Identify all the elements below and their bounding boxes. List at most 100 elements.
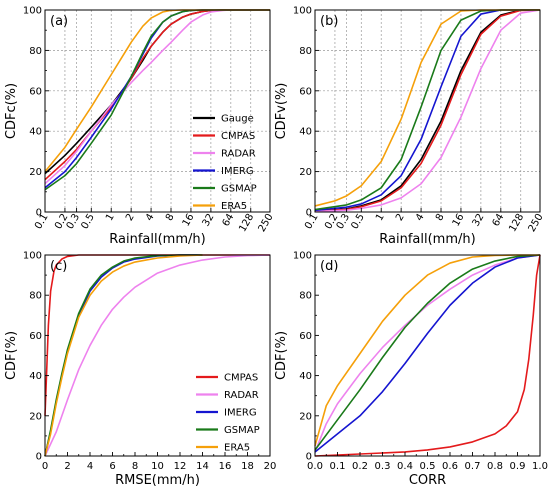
series-line-gauge	[314, 9, 540, 212]
series-line-gsmap	[44, 9, 270, 191]
x-axis-label: Rainfall(mm/h)	[109, 232, 205, 247]
panel-label: (b)	[320, 14, 338, 29]
series-line-gsmap	[44, 254, 203, 457]
legend: Gauge CMPAS RADAR IMERG GSMAP ERA5	[193, 114, 257, 212]
x-tick-label: 0.0	[307, 461, 323, 472]
series-line-radar	[44, 9, 270, 185]
series-line-cmpas	[314, 254, 541, 457]
x-tick-label: 2	[124, 212, 137, 223]
x-tick-label: 0	[42, 461, 48, 472]
legend-label-gsmap: GSMAP	[221, 184, 257, 195]
legend: CMPAS RADAR IMERG GSMAP ERA5	[196, 373, 260, 454]
x-tick-label: 0.5	[79, 212, 96, 231]
y-tick-label: 20	[29, 411, 42, 422]
series-line-cmpas	[314, 9, 541, 212]
panel-label: (d)	[320, 259, 338, 274]
x-tick-label: 1.0	[532, 461, 548, 472]
y-tick-label: 100	[23, 6, 42, 17]
legend-label-imerg: IMERG	[221, 166, 254, 177]
x-tick-label: 16	[181, 212, 197, 229]
panel-a: 0.1 0.20.30.5 1 2 4 8 16 32 64 128 250020406080100…	[4, 6, 276, 248]
x-tick-label: 64	[491, 212, 507, 229]
series-line-imerg	[44, 254, 203, 457]
legend-label-cmpas: CMPAS	[224, 373, 258, 384]
y-tick-label: 40	[29, 127, 42, 138]
y-tick-label: 0	[306, 208, 312, 219]
x-tick-label: 0.4	[397, 461, 413, 472]
legend-label-radar: RADAR	[221, 149, 256, 160]
series-line-radar	[314, 254, 541, 453]
series-line-era5	[44, 254, 203, 457]
x-tick-label: 1	[104, 212, 117, 223]
series-line-gsmap	[314, 9, 540, 211]
x-tick-label: 32	[471, 212, 487, 229]
series-line-imerg	[314, 254, 541, 453]
x-tick-label: 0.3	[375, 461, 391, 472]
x-tick-label: 32	[201, 212, 217, 229]
legend-label-cmpas: CMPAS	[221, 131, 255, 142]
x-tick-label: 0.5	[420, 461, 436, 472]
x-tick-label: 250	[527, 212, 546, 234]
y-tick-label: 20	[29, 167, 42, 178]
x-tick-label: 2	[394, 212, 407, 223]
y-tick-label: 20	[299, 411, 312, 422]
panel-c: 0 2 4 6 8 10 12 14 16 18 20 0 20 40 60 80 100 RMSE(mm/h) C…	[4, 251, 276, 488]
x-tick-label: 4	[87, 461, 93, 472]
y-tick-label: 80	[299, 291, 312, 302]
x-tick-label: 0.3	[335, 212, 352, 231]
x-tick-label: 128	[237, 212, 256, 234]
panel-d: 0.0 0.1 0.2 0.3 0.4 0.5 0.6 0.7 0.8 0.9 1.0 0 20 40 60…	[274, 251, 548, 488]
x-tick-label: 12	[174, 461, 187, 472]
series-line-radar	[44, 254, 271, 457]
x-tick-label: 8	[434, 212, 447, 223]
y-tick-label: 60	[29, 331, 42, 342]
y-tick-label: 40	[29, 371, 42, 382]
x-tick-label: 0.9	[510, 461, 526, 472]
x-tick-label: 2	[64, 461, 70, 472]
legend-label-imerg: IMERG	[224, 408, 257, 419]
x-tick-label: 0.8	[487, 461, 503, 472]
y-tick-label: 0	[36, 208, 42, 219]
x-tick-label: 0.3	[65, 212, 82, 231]
x-tick-label: 1	[374, 212, 387, 223]
x-tick-label: 64	[221, 212, 237, 229]
x-tick-label: 8	[164, 212, 177, 223]
panel-label: (c)	[50, 259, 67, 274]
y-tick-label: 60	[299, 331, 312, 342]
y-tick-label: 80	[29, 46, 42, 57]
x-tick-label: 250	[257, 212, 276, 234]
x-tick-label: 20	[264, 461, 277, 472]
y-axis-label: CDF(%)	[4, 331, 19, 380]
series-line-era5	[314, 254, 540, 447]
x-tick-label: 8	[132, 461, 138, 472]
x-tick-label: 4	[414, 212, 427, 223]
x-tick-label: 0.7	[465, 461, 481, 472]
x-tick-label: 16	[451, 212, 467, 229]
series-line-radar	[314, 9, 541, 213]
series-line-imerg	[314, 9, 540, 212]
series-line-gsmap	[314, 254, 541, 451]
x-tick-label: 0.1	[330, 461, 346, 472]
legend-label-gsmap: GSMAP	[224, 425, 260, 436]
x-axis-label: RMSE(mm/h)	[115, 473, 200, 488]
y-tick-label: 40	[299, 127, 312, 138]
y-tick-label: 20	[299, 167, 312, 178]
legend-label-radar: RADAR	[224, 390, 259, 401]
y-tick-label: 0	[36, 452, 42, 463]
y-tick-label: 60	[29, 86, 42, 97]
y-tick-label: 0	[306, 452, 312, 463]
legend-label-gauge: Gauge	[221, 114, 254, 125]
x-tick-label: 0.2	[352, 461, 368, 472]
y-tick-label: 100	[23, 251, 42, 262]
legend-label-era5: ERA5	[224, 443, 250, 454]
x-tick-label: 4	[144, 212, 157, 223]
x-tick-label: 14	[196, 461, 209, 472]
panel-b: 0.1 0.20.30.5 1 2 4 8 16 32 64 128 250020406080100…	[274, 6, 546, 248]
series-line-era5	[314, 9, 540, 207]
y-tick-label: 80	[29, 291, 42, 302]
y-axis-label: CDFv(%)	[274, 83, 289, 140]
panel-label: (a)	[50, 14, 68, 29]
y-tick-label: 40	[299, 371, 312, 382]
y-axis-label: CDFc(%)	[4, 83, 19, 139]
